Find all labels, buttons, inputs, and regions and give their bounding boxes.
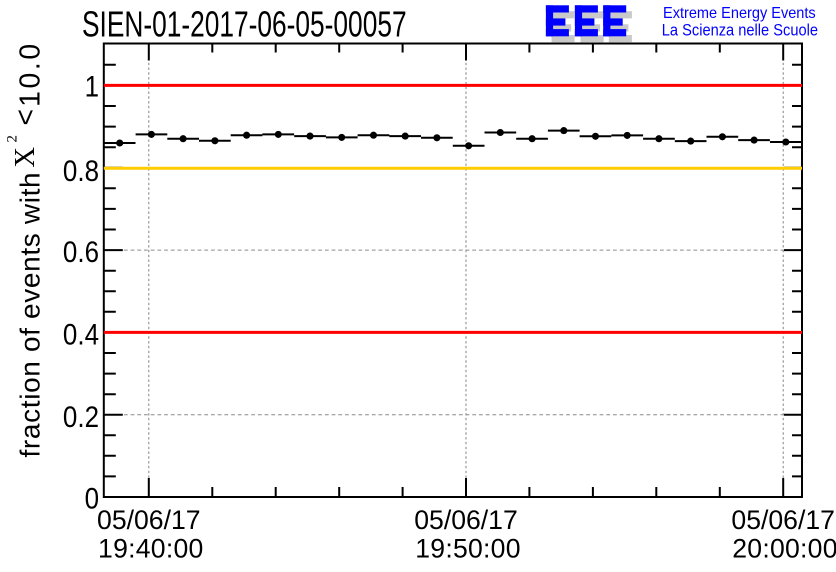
svg-text:19:40:00: 19:40:00: [98, 534, 204, 564]
svg-text:Extreme Energy Events: Extreme Energy Events: [663, 5, 816, 22]
svg-text:20:00:00: 20:00:00: [732, 534, 836, 564]
svg-text:0.8: 0.8: [63, 155, 99, 188]
svg-text:05/06/17: 05/06/17: [414, 505, 518, 535]
svg-text:2: 2: [4, 135, 20, 142]
svg-text:19:50:00: 19:50:00: [415, 534, 521, 564]
svg-text:fraction of events with: fraction of events with: [15, 172, 46, 458]
svg-text:La Scienza nelle Scuole: La Scienza nelle Scuole: [662, 22, 818, 40]
svg-text:0.4: 0.4: [63, 318, 99, 351]
svg-text:SIEN-01-2017-06-05-00057: SIEN-01-2017-06-05-00057: [82, 3, 407, 44]
svg-text:<: <: [9, 109, 41, 126]
svg-text:05/06/17: 05/06/17: [731, 505, 835, 535]
svg-text:X: X: [10, 147, 41, 168]
svg-text:10.0: 10.0: [14, 41, 46, 106]
svg-text:0: 0: [85, 482, 99, 515]
svg-text:0.6: 0.6: [63, 235, 99, 268]
svg-text:1: 1: [85, 70, 99, 103]
svg-text:0.2: 0.2: [63, 400, 99, 433]
svg-text:05/06/17: 05/06/17: [97, 505, 201, 535]
